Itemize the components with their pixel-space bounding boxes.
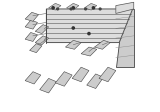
Polygon shape [99,67,116,82]
Circle shape [70,8,72,10]
Circle shape [92,7,95,9]
Polygon shape [35,25,49,34]
Polygon shape [46,9,133,43]
Circle shape [85,8,87,10]
Polygon shape [95,40,110,49]
Circle shape [72,27,74,29]
Polygon shape [49,3,61,10]
Polygon shape [25,72,41,84]
Polygon shape [35,36,49,45]
Polygon shape [116,9,134,67]
Polygon shape [30,44,42,53]
Polygon shape [81,47,97,56]
Polygon shape [67,3,79,10]
Polygon shape [25,32,37,41]
Polygon shape [25,20,37,29]
Circle shape [88,32,90,35]
Circle shape [52,7,54,9]
Polygon shape [84,3,97,10]
Polygon shape [55,72,72,86]
Polygon shape [116,2,134,13]
Polygon shape [65,40,81,49]
Circle shape [57,8,59,10]
Circle shape [99,8,101,10]
Polygon shape [40,78,56,93]
Polygon shape [25,12,39,21]
Polygon shape [87,74,104,88]
Polygon shape [72,67,89,82]
Circle shape [72,7,74,9]
